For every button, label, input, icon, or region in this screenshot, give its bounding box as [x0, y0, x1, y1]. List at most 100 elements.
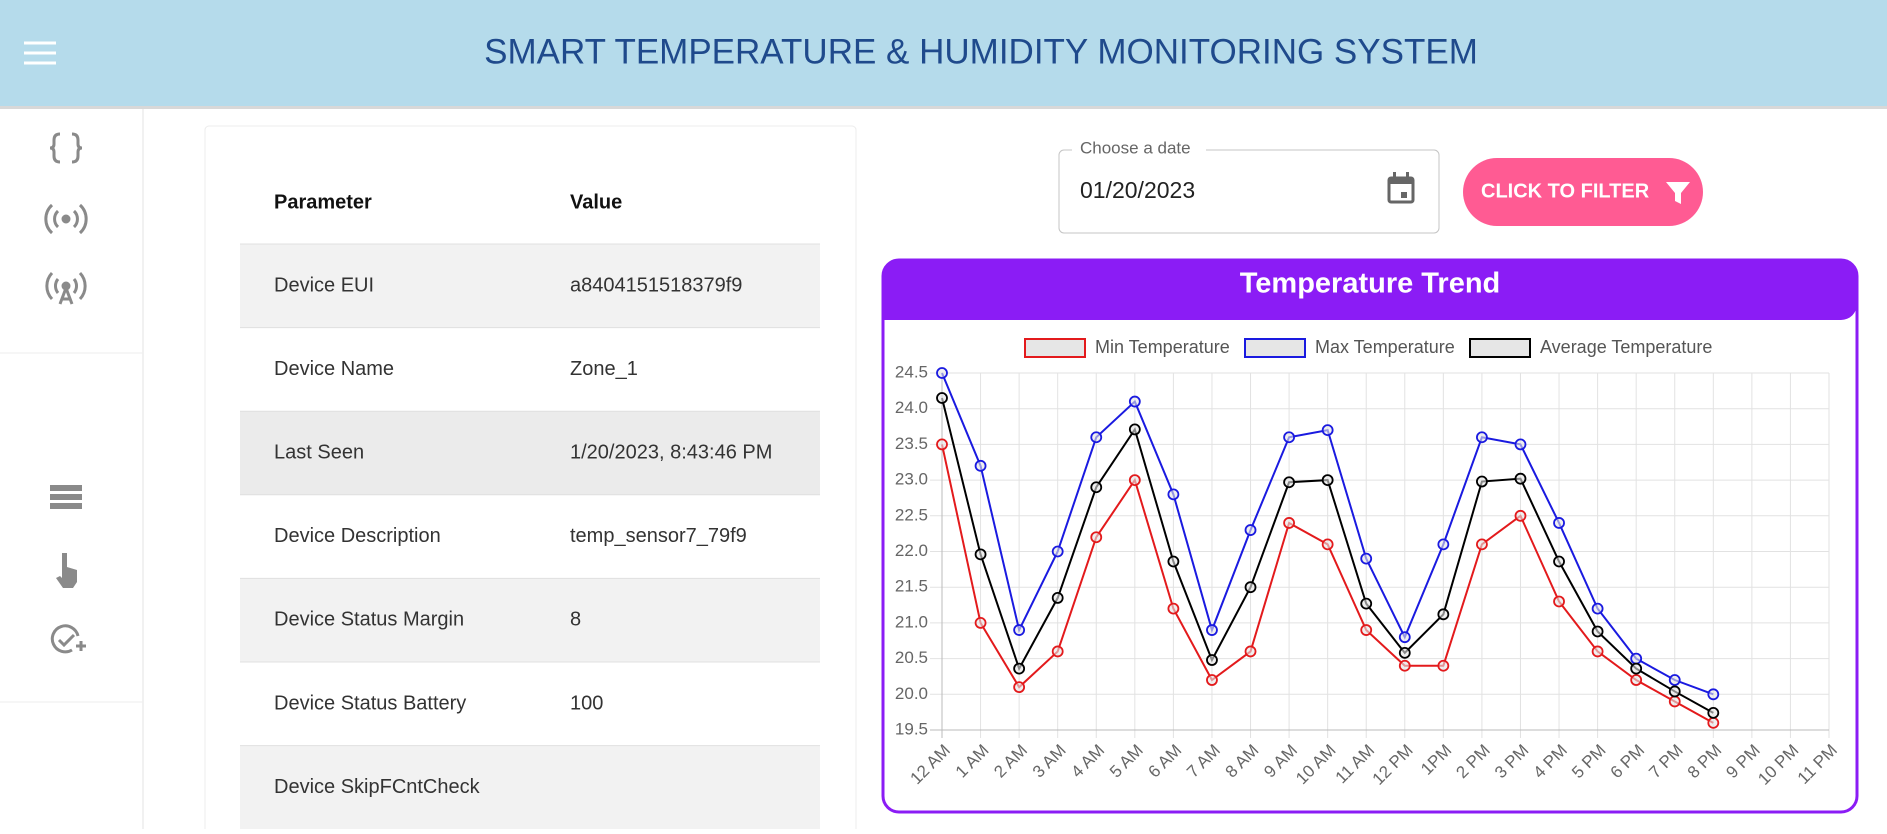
- data-point: [1321, 424, 1334, 437]
- table-cell: a8404151518379f9: [570, 274, 742, 296]
- tower-icon[interactable]: [45, 271, 87, 305]
- data-point: [1283, 431, 1295, 444]
- data-point: [1707, 716, 1720, 729]
- data-point: [1553, 517, 1565, 529]
- data-point: [1437, 608, 1450, 621]
- data-point: [1476, 475, 1488, 488]
- data-point: [1244, 645, 1257, 658]
- table-header-cell: Parameter: [274, 191, 372, 213]
- data-point: [1206, 624, 1218, 636]
- filter-button-label: CLICK TO FILTER: [1481, 180, 1650, 202]
- data-point: [1360, 597, 1373, 610]
- chart-header: [883, 260, 1857, 320]
- data-point: [1321, 538, 1334, 551]
- data-point: [1707, 706, 1720, 719]
- data-point: [974, 459, 987, 472]
- data-point: [1398, 659, 1411, 672]
- data-point: [1476, 431, 1488, 444]
- date-value: 01/20/2023: [1080, 177, 1195, 203]
- app-bar: [0, 0, 1887, 106]
- data-point: [1128, 474, 1141, 487]
- data-point: [1514, 472, 1527, 485]
- data-point: [1051, 592, 1064, 604]
- data-point: [1244, 581, 1257, 594]
- touch-icon[interactable]: [56, 553, 77, 588]
- data-point: [1437, 659, 1450, 672]
- table-row: [240, 327, 820, 412]
- data-point: [1591, 625, 1604, 638]
- y-tick-label: 22.5: [895, 505, 928, 524]
- calendar-icon[interactable]: [1387, 172, 1415, 204]
- table-cell: Device Description: [274, 525, 441, 547]
- legend-label: Average Temperature: [1540, 337, 1712, 357]
- data-point: [1591, 645, 1604, 658]
- y-tick-label: 19.5: [895, 719, 928, 738]
- data-point: [1553, 595, 1565, 608]
- data-point: [1514, 438, 1527, 451]
- data-point: [1630, 652, 1643, 665]
- filter-button[interactable]: [1463, 158, 1703, 226]
- app-title: SMART TEMPERATURE & HUMIDITY MONITORING …: [484, 32, 1478, 71]
- table-cell: Device Name: [274, 358, 394, 380]
- data-point: [1167, 555, 1180, 568]
- data-point: [1553, 555, 1565, 568]
- date-label-bg: [1072, 140, 1206, 158]
- data-point: [1668, 695, 1681, 708]
- data-point: [1283, 517, 1295, 529]
- table-cell: temp_sensor7_79f9: [570, 525, 747, 547]
- table-row: [240, 494, 820, 579]
- data-point: [1128, 423, 1141, 436]
- data-point: [1668, 674, 1681, 686]
- data-point: [1013, 624, 1026, 636]
- data-point: [1090, 481, 1103, 494]
- data-point: [1128, 395, 1141, 408]
- data-point: [974, 548, 987, 561]
- data-point: [1283, 476, 1295, 489]
- y-tick-label: 22.0: [895, 541, 928, 560]
- data-point: [1206, 654, 1218, 666]
- data-point: [936, 367, 948, 379]
- y-tick-label: 20.5: [895, 648, 928, 667]
- data-point: [1591, 602, 1604, 615]
- task-add-icon[interactable]: [50, 624, 86, 654]
- data-point: [1051, 545, 1064, 558]
- table-cell: 100: [570, 692, 603, 714]
- y-tick-label: 23.5: [895, 434, 928, 453]
- y-tick-label: 24.5: [895, 362, 928, 381]
- data-point: [1630, 674, 1643, 686]
- data-point: [1398, 646, 1411, 659]
- legend-label: Max Temperature: [1315, 337, 1455, 357]
- table-row: [240, 745, 820, 830]
- table-cell: Last Seen: [274, 441, 364, 463]
- y-tick-label: 24.0: [895, 398, 928, 417]
- data-point: [936, 438, 948, 451]
- list-icon[interactable]: [50, 485, 82, 509]
- y-tick-label: 23.0: [895, 470, 928, 489]
- data-point: [1707, 688, 1720, 701]
- data-point: [1167, 602, 1180, 615]
- y-tick-label: 20.0: [895, 684, 928, 703]
- data-point: [1013, 681, 1026, 694]
- data-point: [1321, 474, 1334, 487]
- data-point: [1668, 685, 1681, 698]
- table-header-cell: Value: [570, 191, 622, 213]
- legend-swatch: [1469, 338, 1531, 358]
- broadcast-icon[interactable]: [44, 203, 88, 235]
- menu-button[interactable]: [24, 41, 56, 65]
- y-tick-label: 21.0: [895, 612, 928, 631]
- data-point: [1398, 631, 1411, 644]
- chart-title: Temperature Trend: [1240, 268, 1501, 300]
- table-cell: 1/20/2023, 8:43:46 PM: [570, 441, 772, 463]
- y-tick-label: 21.5: [895, 577, 928, 596]
- table-row: [240, 411, 820, 495]
- table-cell: Device Status Margin: [274, 609, 464, 631]
- legend-swatch: [1244, 338, 1306, 358]
- date-field[interactable]: [1058, 149, 1440, 234]
- code-icon[interactable]: [49, 132, 83, 164]
- app-bar-shadow: [0, 106, 1887, 109]
- data-point: [1206, 674, 1218, 686]
- table-row: [240, 662, 820, 746]
- data-point: [1360, 624, 1373, 636]
- table-row: [240, 578, 820, 662]
